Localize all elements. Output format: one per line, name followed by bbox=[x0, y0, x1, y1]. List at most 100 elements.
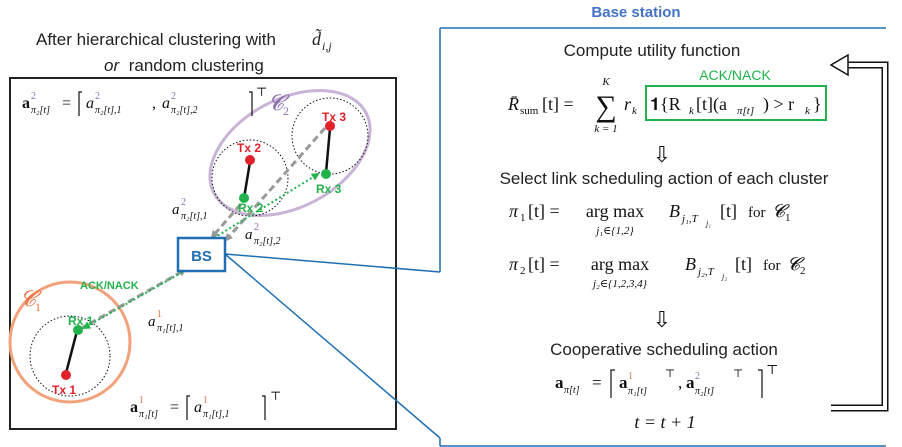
step2-text: Select link scheduling action of each cl… bbox=[500, 169, 829, 188]
svg-text:}: } bbox=[813, 94, 822, 114]
svg-text:j₂: j₂ bbox=[721, 272, 727, 281]
loop-arrow-outer bbox=[831, 61, 889, 412]
svg-text:k = 1: k = 1 bbox=[594, 123, 617, 135]
svg-text:,: , bbox=[678, 373, 682, 392]
svg-text:,: , bbox=[152, 95, 156, 112]
svg-text:[t] =: [t] = bbox=[528, 254, 560, 274]
svg-text:B: B bbox=[669, 201, 680, 221]
svg-text:a: a bbox=[130, 399, 138, 416]
rx2-node bbox=[239, 193, 249, 203]
svg-text:j₂,T: j₂,T bbox=[696, 266, 715, 278]
left-title-line2: random clustering bbox=[124, 56, 264, 75]
ack-nack-label-right: ACK/NACK bbox=[699, 67, 771, 83]
svg-text:=: = bbox=[170, 399, 179, 416]
svg-text:a: a bbox=[86, 95, 94, 112]
svg-text:for: for bbox=[763, 258, 781, 274]
label-a22: a 2 π₂[t],2 bbox=[245, 222, 281, 247]
cluster-1-circle bbox=[8, 280, 132, 404]
left-title-or: or bbox=[104, 56, 120, 75]
svg-text:arg max: arg max bbox=[586, 201, 644, 221]
svg-text:2: 2 bbox=[95, 91, 100, 102]
svg-text:a: a bbox=[686, 373, 695, 392]
arrow-rx1-to-bs bbox=[79, 268, 187, 331]
bs-label: BS bbox=[191, 248, 212, 265]
svg-text:r: r bbox=[624, 94, 632, 114]
base-station-panel-frame bbox=[439, 27, 886, 447]
svg-text:for: for bbox=[748, 205, 766, 221]
equation-pi1: π 1 [t] = arg max j₁∈{1,2} B j₁,T j₁ [t]… bbox=[509, 201, 791, 237]
link-tx3-rx3 bbox=[324, 127, 332, 174]
equation-utility: R̄ sum [t] = K ∑ k = 1 r k 𝟏{R k [t](a π… bbox=[507, 76, 822, 135]
svg-text:a: a bbox=[172, 202, 180, 218]
svg-text:[t]: [t] bbox=[735, 254, 752, 274]
svg-text:⊤: ⊤ bbox=[766, 362, 778, 377]
label-a1: a 1 π₁[t],1 bbox=[148, 309, 184, 334]
tx1-label: Tx 1 bbox=[52, 383, 76, 397]
svg-text:1: 1 bbox=[203, 395, 208, 406]
svg-text:1: 1 bbox=[520, 212, 526, 224]
callout-line-top bbox=[224, 253, 441, 273]
svg-text:K: K bbox=[601, 76, 610, 88]
label-a21: a 2 π₂[t],1 bbox=[172, 197, 208, 222]
ack-nack-box bbox=[645, 85, 827, 121]
svg-text:2: 2 bbox=[171, 91, 176, 102]
svg-text:2: 2 bbox=[254, 222, 259, 233]
svg-text:π: π bbox=[509, 254, 519, 274]
svg-text:2: 2 bbox=[800, 265, 806, 277]
svg-text:a: a bbox=[555, 373, 564, 392]
svg-text:[t]: [t] bbox=[720, 201, 737, 221]
svg-text:j₂∈{1,2,3,4}: j₂∈{1,2,3,4} bbox=[591, 278, 648, 290]
loop-arrowhead bbox=[829, 53, 849, 77]
svg-text:=: = bbox=[62, 95, 71, 112]
svg-text:k: k bbox=[689, 105, 695, 117]
ack-nack-label-left: ACK/NACK bbox=[80, 280, 139, 292]
svg-text:a: a bbox=[22, 95, 30, 112]
svg-text:⊤: ⊤ bbox=[665, 368, 675, 380]
svg-text:π₁[t],1: π₁[t],1 bbox=[157, 323, 184, 334]
vector-a2: a 2 π₂[t] = a 2 π₂[t],1 , a 2 π₂[t],2 ⊤ bbox=[22, 85, 267, 116]
svg-text:1: 1 bbox=[785, 212, 791, 224]
svg-text:[t] =: [t] = bbox=[542, 94, 574, 114]
svg-text:j₁: j₁ bbox=[705, 219, 711, 228]
arrow-rx2-to-bs bbox=[210, 195, 250, 239]
svg-text:𝟏{R: 𝟏{R bbox=[650, 94, 681, 114]
cluster-2-ellipse bbox=[208, 89, 372, 217]
svg-text:⊤: ⊤ bbox=[733, 368, 743, 380]
svg-text:j₁∈{1,2}: j₁∈{1,2} bbox=[594, 225, 634, 237]
loop-arrow-inner bbox=[831, 63, 887, 410]
left-title-line1: After hierarchical clustering with bbox=[36, 30, 276, 49]
callout-line-bottom bbox=[224, 253, 441, 439]
cluster-1-sub: 1 bbox=[35, 300, 41, 314]
svg-text:π: π bbox=[509, 201, 519, 221]
svg-text:1: 1 bbox=[628, 371, 633, 382]
svg-text:π₁[t],1: π₁[t],1 bbox=[203, 409, 230, 420]
svg-text:π₁[t]: π₁[t] bbox=[628, 386, 647, 397]
svg-text:[t] =: [t] = bbox=[528, 201, 560, 221]
tx1-node bbox=[61, 370, 71, 380]
svg-text:a: a bbox=[194, 399, 202, 416]
svg-text:a: a bbox=[148, 314, 156, 330]
rx2-label: Rx 2 bbox=[238, 201, 264, 215]
rx3-label: Rx 3 bbox=[316, 182, 342, 196]
tx3-label: Tx 3 bbox=[322, 110, 346, 124]
svg-text:⊤: ⊤ bbox=[256, 85, 267, 99]
svg-text:π₂[t]: π₂[t] bbox=[695, 386, 714, 397]
svg-text:a: a bbox=[619, 373, 628, 392]
svg-text:π₂[t],1: π₂[t],1 bbox=[181, 211, 208, 222]
link-tx1-rx1 bbox=[64, 330, 79, 374]
left-title-symbol-sub: i,j bbox=[322, 39, 332, 53]
svg-text:a: a bbox=[245, 227, 253, 243]
link-tx2-rx2 bbox=[242, 161, 252, 199]
svg-text:j₁,T: j₁,T bbox=[680, 213, 699, 225]
svg-text:B: B bbox=[685, 254, 696, 274]
left-title: After hierarchical clustering with d̃ i,… bbox=[36, 28, 332, 75]
cluster-2-sub: 2 bbox=[283, 104, 289, 118]
tx2-node bbox=[245, 155, 255, 165]
svg-text:2: 2 bbox=[181, 197, 186, 208]
svg-text:π₂[t],1: π₂[t],1 bbox=[95, 105, 122, 116]
rx3-node bbox=[321, 169, 331, 179]
svg-text:π₂[t]: π₂[t] bbox=[31, 105, 50, 116]
bs-box bbox=[176, 236, 227, 273]
equation-time-step: t = t + 1 bbox=[634, 412, 695, 432]
